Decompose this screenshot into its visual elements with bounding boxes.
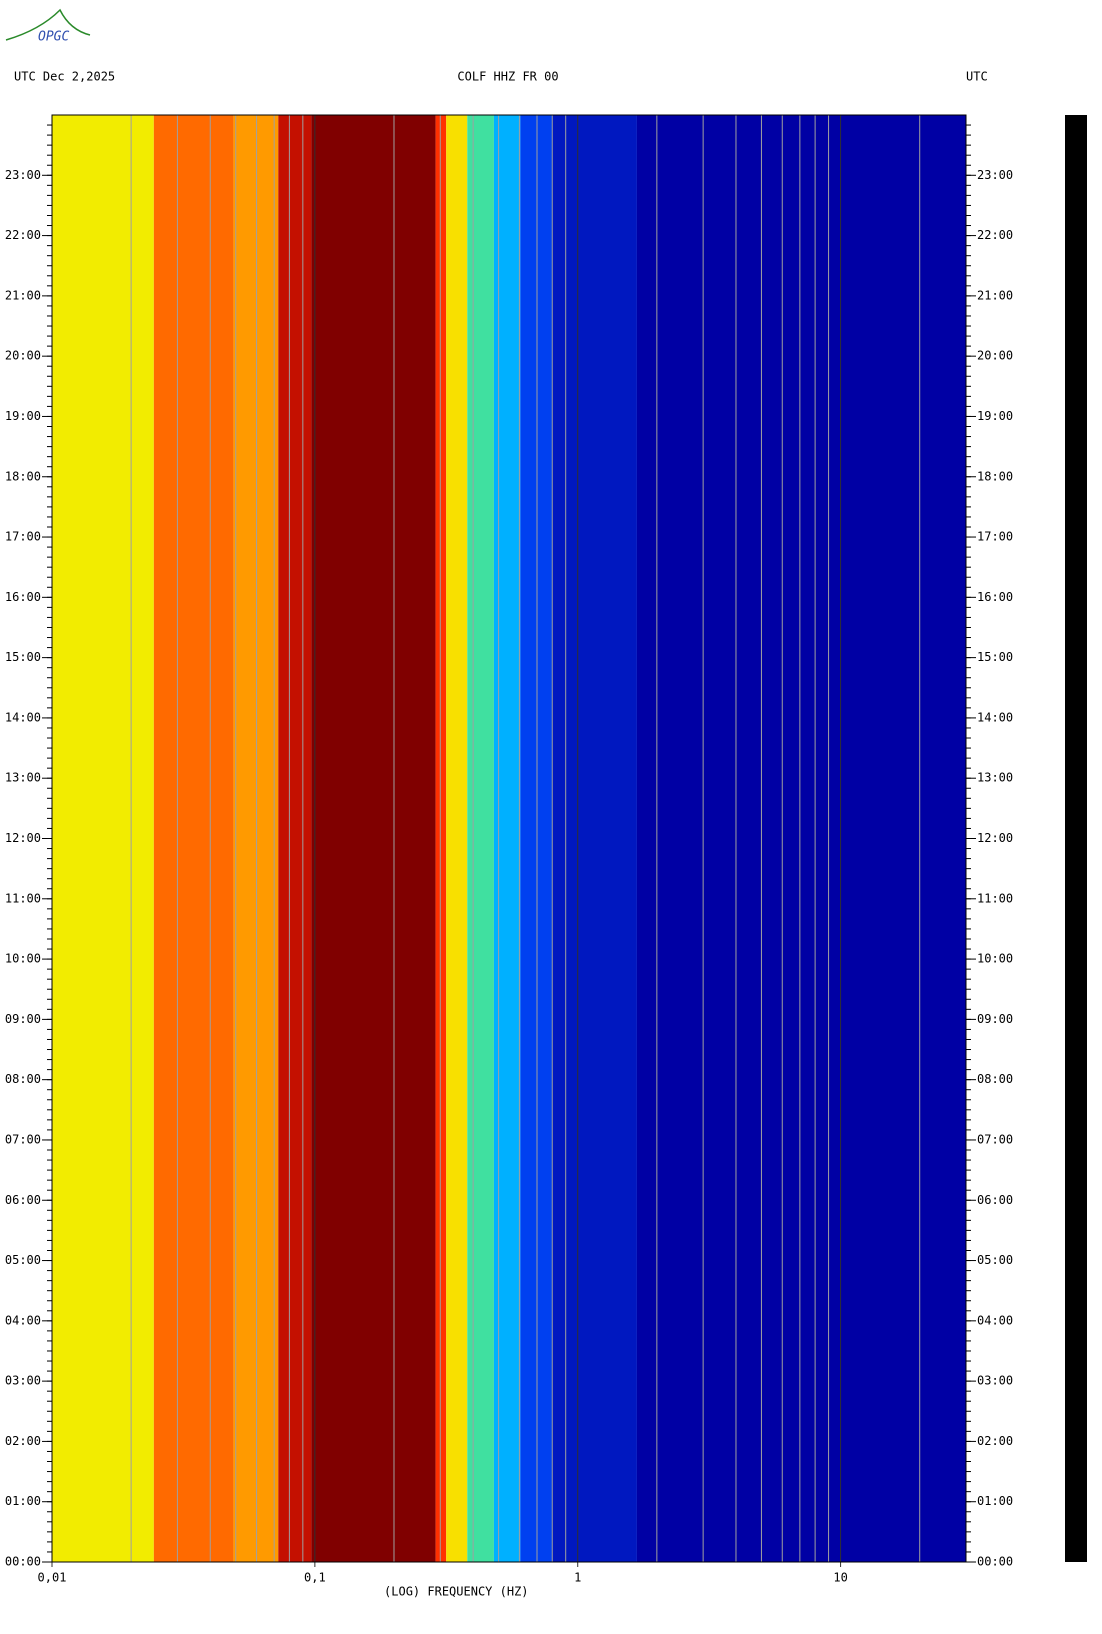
y-tick-label: 04:00 <box>5 1313 41 1327</box>
y-tick-label: 18:00 <box>5 469 41 483</box>
y-tick-label-right: 14:00 <box>977 710 1013 724</box>
header-left: UTC Dec 2,2025 <box>14 70 115 84</box>
spectrogram-band <box>467 115 494 1562</box>
y-tick-label: 14:00 <box>5 710 41 724</box>
y-tick-label: 00:00 <box>5 1555 41 1569</box>
y-tick-label-right: 16:00 <box>977 590 1013 604</box>
y-tick-label: 05:00 <box>5 1253 41 1267</box>
y-tick-label-right: 12:00 <box>977 831 1013 845</box>
y-tick-label-right: 20:00 <box>977 349 1013 363</box>
y-tick-label: 15:00 <box>5 650 41 664</box>
y-tick-label: 22:00 <box>5 228 41 242</box>
y-tick-label-right: 15:00 <box>977 650 1013 664</box>
y-tick-label: 03:00 <box>5 1374 41 1388</box>
seismogram-trace <box>1065 115 1087 1562</box>
spectrogram-band <box>446 115 468 1562</box>
logo-curve <box>5 8 91 41</box>
y-tick-label-right: 06:00 <box>977 1193 1013 1207</box>
y-tick-label: 17:00 <box>5 530 41 544</box>
y-tick-label: 02:00 <box>5 1434 41 1448</box>
spectrogram-band <box>311 115 436 1562</box>
x-axis-label: (LOG) FREQUENCY (HZ) <box>384 1585 529 1599</box>
y-tick-label: 07:00 <box>5 1132 41 1146</box>
spectrogram-band <box>435 115 447 1562</box>
y-tick-label-right: 11:00 <box>977 891 1013 905</box>
y-tick-label-right: 19:00 <box>977 409 1013 423</box>
spectrogram-band <box>636 115 966 1562</box>
spectrogram-band <box>520 115 553 1562</box>
y-tick-label-right: 02:00 <box>977 1434 1013 1448</box>
spectrogram-band <box>233 115 279 1562</box>
y-tick-label-right: 01:00 <box>977 1494 1013 1508</box>
y-tick-label-right: 10:00 <box>977 952 1013 966</box>
y-tick-label-right: 18:00 <box>977 469 1013 483</box>
y-tick-label-right: 23:00 <box>977 168 1013 182</box>
y-tick-label: 08:00 <box>5 1072 41 1086</box>
x-tick-label: 10 <box>833 1571 847 1585</box>
logo: OPGC <box>38 30 69 45</box>
y-tick-label-right: 04:00 <box>977 1313 1013 1327</box>
x-tick-label: 1 <box>574 1571 581 1585</box>
y-tick-label: 21:00 <box>5 288 41 302</box>
x-tick-label: 0,01 <box>38 1571 67 1585</box>
y-tick-label-right: 00:00 <box>977 1555 1013 1569</box>
y-tick-label: 23:00 <box>5 168 41 182</box>
spectrogram-band <box>552 115 637 1562</box>
x-tick-label: 0,1 <box>304 1571 326 1585</box>
y-tick-label: 09:00 <box>5 1012 41 1026</box>
y-tick-label: 16:00 <box>5 590 41 604</box>
y-tick-label-right: 08:00 <box>977 1072 1013 1086</box>
y-tick-label-right: 13:00 <box>977 771 1013 785</box>
header-center: COLF HHZ FR 00 <box>457 70 558 84</box>
y-tick-label-right: 22:00 <box>977 228 1013 242</box>
y-tick-label-right: 03:00 <box>977 1374 1013 1388</box>
spectrogram-band <box>153 115 234 1562</box>
y-tick-label: 12:00 <box>5 831 41 845</box>
y-tick-label: 01:00 <box>5 1494 41 1508</box>
y-tick-label: 11:00 <box>5 891 41 905</box>
spectrogram-band <box>278 115 312 1562</box>
y-tick-label-right: 07:00 <box>977 1132 1013 1146</box>
spectrogram-band <box>52 115 154 1562</box>
y-tick-label: 06:00 <box>5 1193 41 1207</box>
header-right: UTC <box>966 70 988 84</box>
y-tick-label: 20:00 <box>5 349 41 363</box>
y-tick-label-right: 05:00 <box>977 1253 1013 1267</box>
y-tick-label: 10:00 <box>5 952 41 966</box>
y-tick-label: 19:00 <box>5 409 41 423</box>
spectrogram-band <box>493 115 521 1562</box>
y-tick-label-right: 17:00 <box>977 530 1013 544</box>
y-tick-label-right: 09:00 <box>977 1012 1013 1026</box>
y-tick-label-right: 21:00 <box>977 288 1013 302</box>
y-tick-label: 13:00 <box>5 771 41 785</box>
